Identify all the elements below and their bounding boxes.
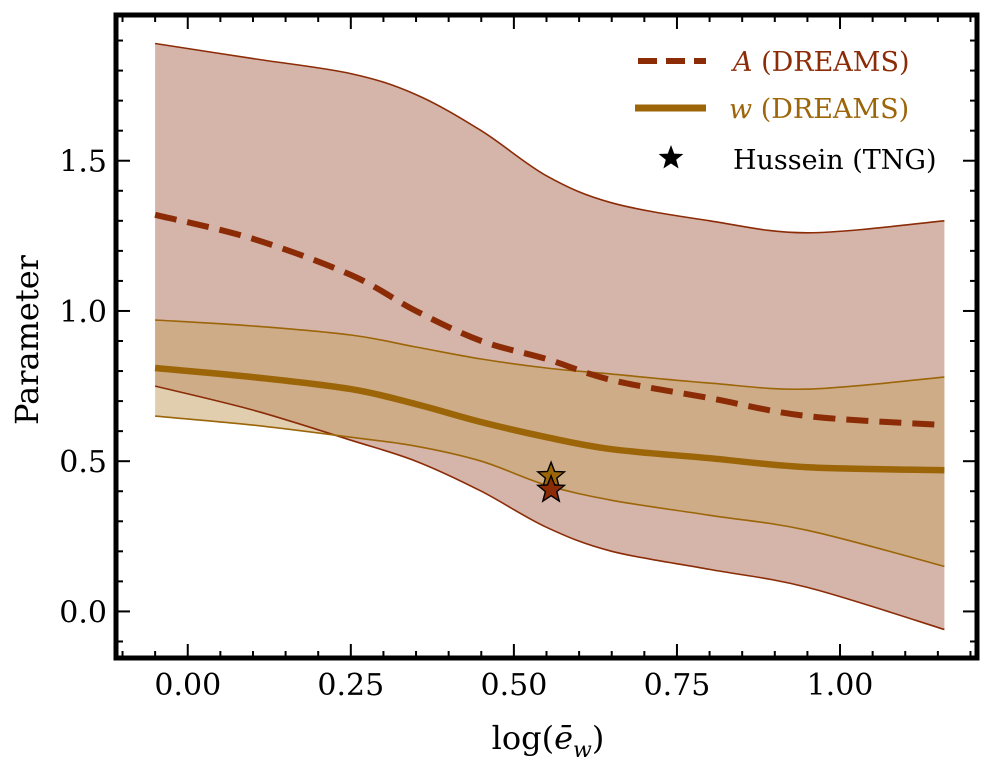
- x-tick-label: 0.50: [481, 668, 548, 703]
- band-w-dreams: [155, 320, 945, 567]
- line-a-dreams: [154, 211, 945, 429]
- x-tick-label: 0.00: [154, 668, 221, 703]
- legend-a-label: A (DREAMS): [730, 47, 909, 78]
- y-tick-label: 0.5: [59, 445, 107, 480]
- hussein-star-A: [535, 473, 567, 503]
- band-w-lower-edge: [155, 415, 945, 568]
- y-tick-label: 1.0: [59, 295, 107, 330]
- confidence-bands: [154, 42, 945, 631]
- legend-w-label: w (DREAMS): [729, 94, 909, 125]
- x-tick-label: 1.00: [807, 668, 874, 703]
- x-tick-label: 0.75: [644, 668, 711, 703]
- plot-frame: [113, 12, 980, 661]
- legend: A (DREAMS) w (DREAMS) Hussein (TNG): [635, 47, 937, 176]
- line-w-dreams: [154, 364, 945, 474]
- y-tick-label: 0.0: [59, 595, 107, 630]
- tick-labels: 0.00 0.25 0.50 0.75 1.00 0.0 0.5 1.0 1.5: [59, 145, 873, 703]
- legend-star-icon: [658, 145, 684, 169]
- band-w-upper-edge: [155, 319, 945, 391]
- y-tick-label: 1.5: [59, 145, 107, 180]
- legend-hussein-label: Hussein (TNG): [733, 145, 937, 176]
- hussein-markers: [535, 460, 567, 503]
- y-axis-label: Parameter: [8, 254, 46, 425]
- x-axis-label: log(ēw): [492, 719, 605, 763]
- x-tick-label: 0.25: [317, 668, 384, 703]
- band-a-upper-edge: [154, 42, 945, 234]
- band-a-lower-edge: [154, 385, 945, 631]
